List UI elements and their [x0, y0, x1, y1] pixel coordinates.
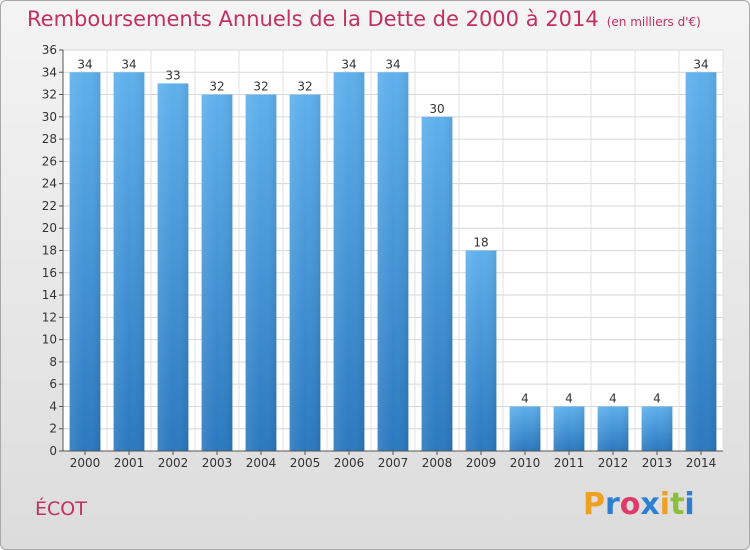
y-tick-label: 16 [42, 266, 57, 280]
bar-shine [113, 72, 145, 452]
logo-letter: r [605, 487, 620, 522]
y-tick-label: 12 [42, 310, 57, 324]
x-tick-label: 2005 [290, 456, 321, 470]
data-label: 4 [653, 391, 661, 405]
y-tick-label: 0 [49, 444, 57, 458]
bar-shine [597, 406, 629, 451]
data-label: 4 [521, 391, 529, 405]
bar-shine [245, 94, 277, 452]
bar-shine [553, 406, 585, 451]
bar-shine [333, 72, 365, 452]
proxiti-logo: Proxiti [583, 487, 695, 522]
y-tick-label: 24 [42, 177, 57, 191]
data-label: 18 [473, 236, 488, 250]
logo-letter: i [684, 487, 695, 522]
x-tick-label: 2004 [246, 456, 277, 470]
y-tick-label: 26 [42, 154, 57, 168]
bar-shine [377, 72, 409, 452]
data-label: 4 [565, 391, 573, 405]
data-label: 32 [209, 80, 224, 94]
x-tick-label: 2000 [70, 456, 101, 470]
data-label: 30 [429, 102, 444, 116]
y-tick-label: 8 [49, 355, 57, 369]
logo-letter: o [619, 487, 641, 522]
x-tick-label: 2003 [202, 456, 233, 470]
x-tick-label: 2009 [466, 456, 497, 470]
y-tick-label: 22 [42, 199, 57, 213]
y-tick-label: 36 [42, 43, 57, 57]
data-label: 34 [341, 57, 356, 71]
y-tick-label: 20 [42, 221, 57, 235]
data-label: 34 [121, 57, 136, 71]
x-tick-label: 2001 [114, 456, 145, 470]
y-tick-label: 34 [42, 65, 57, 79]
x-tick-label: 2010 [510, 456, 541, 470]
bar-shine [289, 94, 321, 452]
commune-name: ÉCOT [35, 498, 87, 520]
data-label: 34 [693, 57, 708, 71]
x-tick-label: 2011 [554, 456, 585, 470]
y-tick-label: 30 [42, 110, 57, 124]
bars-layer: 34 34 33 32 32 32 34 34 30 18 4 4 4 4 34 [69, 57, 717, 452]
logo-letter: x [640, 487, 660, 522]
bar-shine [641, 406, 673, 451]
chart-title-text: Remboursements Annuels de la Dette de 20… [27, 7, 599, 31]
bar-shine [201, 94, 233, 452]
y-tick-label: 4 [49, 399, 57, 413]
data-label: 32 [253, 80, 268, 94]
x-tick-label: 2007 [378, 456, 409, 470]
logo-letter: i [659, 487, 671, 522]
bar-shine [465, 250, 497, 451]
bar-shine [509, 406, 541, 451]
data-label: 4 [609, 391, 617, 405]
logo-letter: t [670, 487, 685, 522]
y-tick-label: 18 [42, 244, 57, 258]
bar-shine [421, 116, 453, 451]
y-tick-label: 14 [42, 288, 57, 302]
y-tick-label: 2 [49, 422, 57, 436]
data-label: 33 [165, 68, 180, 82]
x-tick-label: 2002 [158, 456, 189, 470]
logo-letter: P [583, 487, 605, 522]
data-label: 34 [77, 57, 92, 71]
y-tick-label: 32 [42, 88, 57, 102]
bar-shine [69, 72, 101, 452]
y-tick-label: 28 [42, 132, 57, 146]
x-tick-label: 2014 [686, 456, 717, 470]
data-label: 34 [385, 57, 400, 71]
data-label: 32 [297, 80, 312, 94]
chart-title: Remboursements Annuels de la Dette de 20… [27, 7, 701, 31]
bar-shine [685, 72, 717, 452]
x-tick-label: 2012 [598, 456, 629, 470]
x-tick-label: 2013 [642, 456, 673, 470]
y-tick-label: 6 [49, 377, 57, 391]
x-tick-label: 2008 [422, 456, 453, 470]
x-tick-label: 2006 [334, 456, 365, 470]
chart-unit-text: (en milliers d'€) [606, 15, 701, 29]
bar-shine [157, 83, 189, 452]
y-tick-label: 10 [42, 333, 57, 347]
